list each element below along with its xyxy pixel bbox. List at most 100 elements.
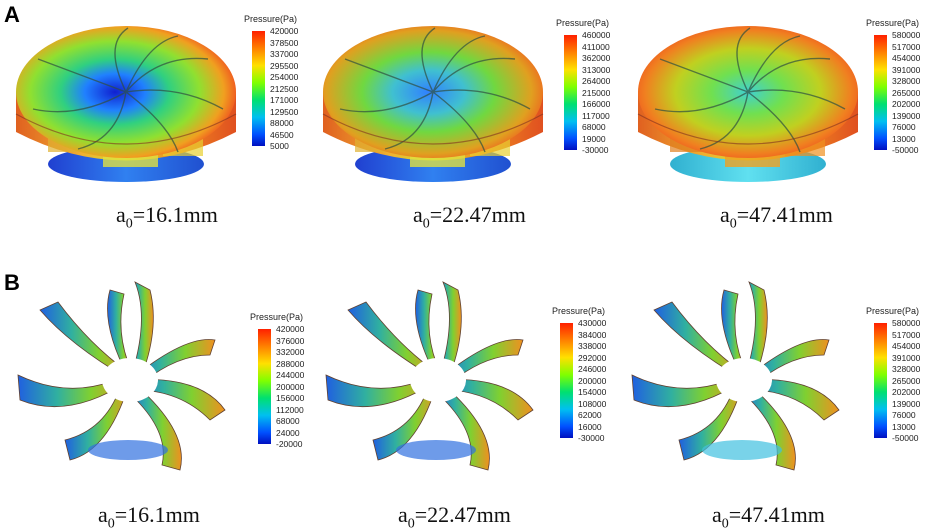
legend-tick-label: 313000 <box>582 64 611 75</box>
legend-tick-label: 254000 <box>270 72 299 82</box>
legend-tick-label: 46500 <box>270 129 294 140</box>
caption: a0=22.47mm <box>413 202 526 232</box>
legend-color-bar <box>252 31 265 146</box>
legend-tick-label: 517000 <box>892 329 921 340</box>
legend-tick-label: 117000 <box>582 110 610 121</box>
caption: a0=16.1mm <box>98 502 200 532</box>
caption-subscript: 0 <box>107 516 115 532</box>
legend-tick-label: 454000 <box>892 53 921 63</box>
blade-pressure-contour <box>325 281 534 471</box>
caption-value: =22.47mm <box>414 502 511 527</box>
caption-value: =16.1mm <box>114 502 200 527</box>
impeller-pressure-contour <box>322 26 544 182</box>
legend-title: Pressure(Pa) <box>556 18 610 28</box>
legend-tick-label: 156000 <box>276 393 305 403</box>
legend-tick-label: 215000 <box>582 87 611 98</box>
caption-symbol: a <box>98 502 108 527</box>
legend-tick-label: 202000 <box>892 387 921 397</box>
caption-subscript: 0 <box>125 216 133 232</box>
legend-tick-label: 13000 <box>892 133 916 144</box>
legend-tick-label: 295500 <box>270 60 299 71</box>
legend-tick-label: 362000 <box>582 53 611 63</box>
legend-tick-label: 76000 <box>892 410 916 420</box>
legend-tick-label: -50000 <box>892 145 919 155</box>
legend-tick-label: 292000 <box>578 352 607 363</box>
legend-tick-label: 5000 <box>270 141 289 151</box>
legend-tick-label: 202000 <box>892 99 921 109</box>
caption-subscript: 0 <box>422 216 430 232</box>
pressure-legend: Pressure(Pa) 460000 411000 362000 313000 264… <box>556 18 636 158</box>
blade-pressure-contour <box>631 281 840 471</box>
legend-tick-label: 68000 <box>276 416 300 426</box>
legend-tick-label: 108000 <box>578 398 607 409</box>
caption-symbol: a <box>413 202 423 227</box>
legend-color-bar <box>874 35 887 150</box>
legend-tick-label: 19000 <box>582 133 606 144</box>
legend-tick-label: 76000 <box>892 122 916 132</box>
legend-title: Pressure(Pa) <box>866 306 920 316</box>
caption-symbol: a <box>712 502 722 527</box>
legend-tick-label: 328000 <box>892 76 921 86</box>
impeller-pressure-contour <box>637 26 859 182</box>
impeller-pressure-contour <box>15 26 237 182</box>
caption: a0=47.41mm <box>712 502 825 532</box>
legend-tick-label: 88000 <box>270 118 294 128</box>
caption-value: =16.1mm <box>132 202 218 227</box>
caption-subscript: 0 <box>721 516 729 532</box>
panel-label-a: A <box>4 2 20 27</box>
caption-symbol: a <box>116 202 126 227</box>
legend-tick-label: 154000 <box>578 387 607 397</box>
legend-tick-label: 24000 <box>276 427 300 438</box>
legend-tick-label: 246000 <box>578 364 607 374</box>
legend-tick-label: 420000 <box>270 26 299 36</box>
pressure-legend: Pressure(Pa) 580000 517000 454000 391000 328… <box>866 306 927 446</box>
legend-tick-label: 139000 <box>892 398 921 409</box>
pressure-legend: Pressure(Pa) 580000 517000 454000 391000 328… <box>866 18 927 158</box>
legend-tick-label: 112000 <box>276 404 304 415</box>
legend-title: Pressure(Pa) <box>866 18 920 28</box>
legend-tick-label: 430000 <box>578 318 607 328</box>
legend-tick-label: 332000 <box>276 347 305 357</box>
legend-tick-label: 391000 <box>892 64 921 75</box>
legend-tick-label: 171000 <box>270 95 299 105</box>
legend-tick-label: 328000 <box>892 364 921 374</box>
legend-tick-label: 13000 <box>892 421 916 432</box>
caption-subscript: 0 <box>729 216 737 232</box>
legend-tick-label: -30000 <box>578 433 605 443</box>
legend-tick-label: 68000 <box>582 122 606 132</box>
legend-tick-label: 338000 <box>578 341 607 351</box>
caption: a0=16.1mm <box>116 202 218 232</box>
legend-tick-label: 264000 <box>582 76 611 86</box>
legend-tick-label: 376000 <box>276 335 305 346</box>
caption-value: =22.47mm <box>429 202 526 227</box>
legend-color-bar <box>560 323 573 438</box>
legend-tick-label: 288000 <box>276 358 305 369</box>
legend-tick-label: 244000 <box>276 370 305 380</box>
panel-label-b: B <box>4 270 20 295</box>
legend-tick-label: -20000 <box>276 439 303 449</box>
legend-tick-label: 580000 <box>892 30 921 40</box>
pressure-legend: Pressure(Pa) 420000 378500 337000 295500 254… <box>244 14 324 154</box>
caption-symbol: a <box>398 502 408 527</box>
legend-tick-label: 200000 <box>578 375 607 386</box>
legend-tick-label: 139000 <box>892 110 921 121</box>
caption: a0=47.41mm <box>720 202 833 232</box>
legend-color-bar <box>258 329 271 444</box>
caption: a0=22.47mm <box>398 502 511 532</box>
legend-tick-label: 62000 <box>578 410 602 420</box>
legend-title: Pressure(Pa) <box>552 306 606 316</box>
caption-symbol: a <box>720 202 730 227</box>
legend-tick-label: 384000 <box>578 329 607 340</box>
legend-tick-label: -30000 <box>582 145 609 155</box>
caption-value: =47.41mm <box>736 202 833 227</box>
legend-title: Pressure(Pa) <box>244 14 298 24</box>
legend-color-bar <box>874 323 887 438</box>
legend-tick-label: 580000 <box>892 318 921 328</box>
legend-tick-label: 265000 <box>892 375 921 386</box>
legend-tick-label: 460000 <box>582 30 611 40</box>
caption-subscript: 0 <box>407 516 415 532</box>
blade-pressure-contour <box>17 281 226 471</box>
legend-tick-label: 411000 <box>582 41 610 52</box>
legend-tick-label: 16000 <box>578 421 602 432</box>
legend-tick-label: -50000 <box>892 433 919 443</box>
